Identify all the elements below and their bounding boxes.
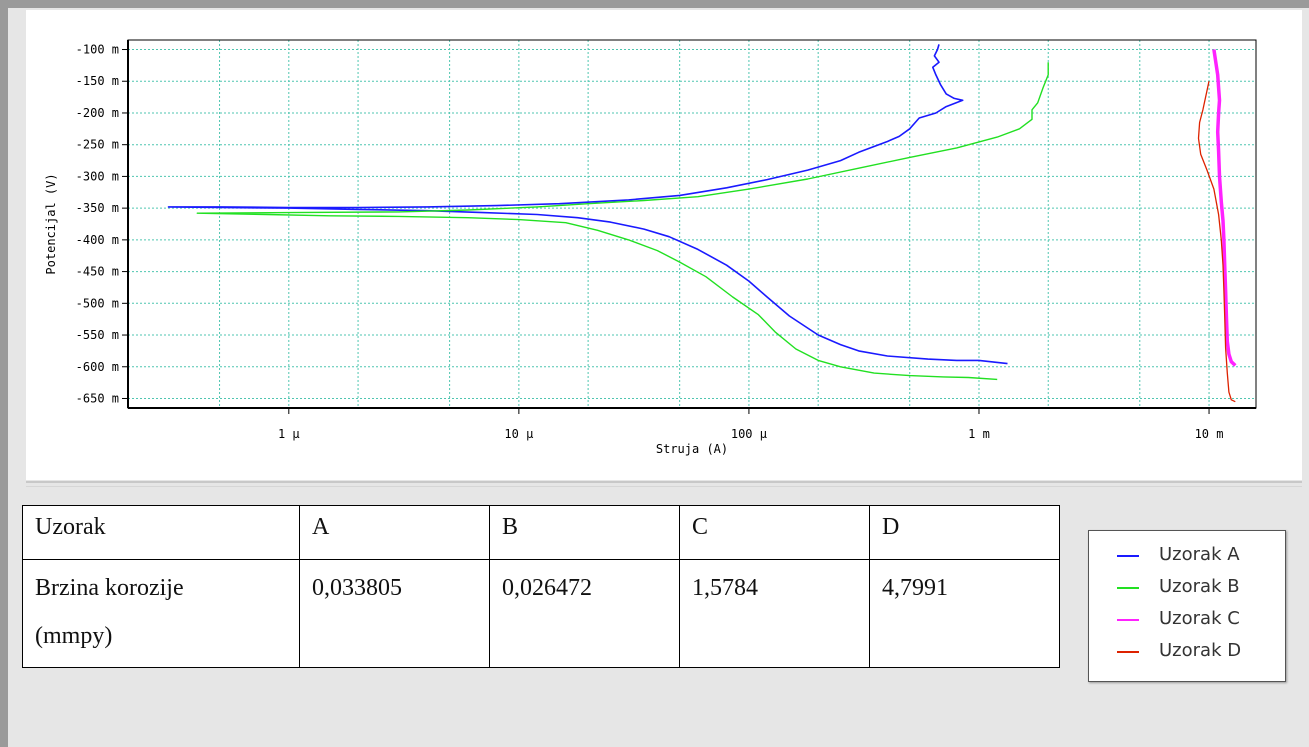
y-tick-label: -650 m	[76, 391, 119, 405]
chart-svg: -100 m -150 m -200 m -250 m -300 m -350 m -400…	[44, 39, 1257, 456]
x-tick-label: 10 m	[1195, 427, 1224, 441]
table-cell-header: A	[299, 505, 490, 560]
x-tick-label: 100 µ	[731, 427, 767, 441]
y-tick-label: -300 m	[76, 169, 119, 183]
table-cell-value: 0,033805	[299, 559, 490, 668]
divider	[26, 486, 1302, 487]
legend-item-b: Uzorak B	[1089, 575, 1285, 599]
y-tick-label: -500 m	[76, 296, 119, 310]
y-tick-label: -250 m	[76, 138, 119, 152]
x-tick-label: 1 µ	[278, 427, 300, 441]
x-tick-label: 1 m	[968, 427, 990, 441]
table-row-label: Brzina korozije (mmpy)	[22, 559, 300, 668]
legend-swatch	[1117, 619, 1139, 621]
y-tick-label: -350 m	[76, 201, 119, 215]
y-tick-label: -600 m	[76, 360, 119, 374]
legend-label: Uzorak C	[1159, 608, 1240, 629]
legend-item-c: Uzorak C	[1089, 607, 1285, 631]
series-line-uzorak-d	[1197, 81, 1236, 403]
y-tick-label: -200 m	[76, 106, 119, 120]
legend-label: Uzorak B	[1159, 576, 1240, 597]
legend-item-a: Uzorak A	[1089, 543, 1285, 567]
polarization-chart: -100 m -150 m -200 m -250 m -300 m -350 m -400…	[26, 10, 1302, 480]
y-axis-title: Potencijal (V)	[44, 173, 58, 274]
table-cell-value: 0,026472	[489, 559, 680, 668]
x-tick-label: 10 µ	[504, 427, 533, 441]
table-header-row: Uzorak A B C D	[22, 505, 1060, 560]
row-label-line1: Brzina korozije	[35, 575, 184, 601]
table-cell-value: 4,7991	[869, 559, 1060, 668]
legend-swatch	[1117, 651, 1139, 653]
y-tick-label: -400 m	[76, 233, 119, 247]
y-tick-label: -550 m	[76, 328, 119, 342]
legend-swatch	[1117, 587, 1139, 589]
series-line-uzorak-c	[1212, 49, 1237, 367]
legend-item-d: Uzorak D	[1089, 639, 1285, 663]
y-tick-label: -450 m	[76, 265, 119, 279]
legend-label: Uzorak A	[1159, 544, 1240, 565]
x-axis-title: Struja (A)	[656, 442, 728, 456]
chart-legend: Uzorak A Uzorak B Uzorak C Uzorak D	[1088, 530, 1286, 682]
divider	[26, 481, 1302, 483]
row-label-line2: (mmpy)	[35, 623, 113, 649]
legend-label: Uzorak D	[1159, 640, 1242, 661]
y-tick-label: -100 m	[76, 43, 119, 57]
table-cell-header: D	[869, 505, 1060, 560]
series-line-uzorak-a	[167, 44, 1008, 365]
legend-swatch	[1117, 555, 1139, 557]
table-row: Brzina korozije (mmpy) 0,033805 0,026472 …	[22, 559, 1060, 668]
table-cell-header: Uzorak	[22, 505, 300, 560]
y-tick-label: -150 m	[76, 74, 119, 88]
table-cell-value: 1,5784	[679, 559, 870, 668]
series-line-uzorak-b	[196, 62, 1049, 381]
table-cell-header: B	[489, 505, 680, 560]
table-cell-header: C	[679, 505, 870, 560]
plot-frame	[127, 39, 1257, 409]
corrosion-rate-table: Uzorak A B C D Brzina korozije (mmpy) 0,0…	[22, 505, 1060, 668]
